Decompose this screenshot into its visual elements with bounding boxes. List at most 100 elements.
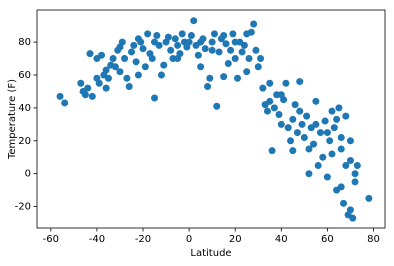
point <box>81 91 89 99</box>
point <box>167 46 175 54</box>
point <box>194 51 202 59</box>
point <box>310 140 318 148</box>
y-tick-label: -20 <box>15 202 31 213</box>
point <box>277 91 285 99</box>
point <box>109 55 117 63</box>
point <box>95 79 103 87</box>
point <box>151 94 159 102</box>
point <box>296 78 304 86</box>
point <box>151 38 159 46</box>
point <box>139 45 147 53</box>
y-tick-label: 80 <box>18 37 31 48</box>
point <box>171 35 179 43</box>
point <box>263 107 271 115</box>
point <box>127 48 135 56</box>
point <box>164 33 172 41</box>
point <box>231 38 239 46</box>
x-tick-label: -20 <box>135 234 151 245</box>
point <box>291 101 299 109</box>
point <box>349 214 357 222</box>
point <box>340 199 348 207</box>
point <box>116 68 124 76</box>
point <box>222 40 230 48</box>
point <box>197 38 205 46</box>
point <box>266 97 274 105</box>
point <box>303 112 311 120</box>
point <box>224 59 232 67</box>
point <box>275 110 283 118</box>
point <box>252 46 260 54</box>
y-axis-label: Temperature (F) <box>7 79 18 160</box>
point <box>61 99 69 107</box>
point <box>312 97 320 105</box>
point <box>240 41 248 49</box>
point <box>254 63 262 71</box>
point <box>243 30 251 38</box>
point <box>123 74 131 82</box>
y-tick-label: 40 <box>18 103 31 114</box>
x-axis-label: Latitude <box>190 248 231 259</box>
point <box>333 115 341 123</box>
point <box>208 46 216 54</box>
point <box>328 107 336 115</box>
point <box>250 20 258 28</box>
point <box>238 48 246 56</box>
y-tick-label: 60 <box>18 70 31 81</box>
point <box>346 206 354 214</box>
point <box>282 79 290 87</box>
point <box>351 178 359 186</box>
point <box>130 41 138 49</box>
point <box>206 74 214 82</box>
point <box>337 134 345 142</box>
point <box>141 63 149 71</box>
point <box>330 124 338 132</box>
point <box>266 79 274 87</box>
point <box>323 173 331 181</box>
point <box>284 124 292 132</box>
point <box>215 48 223 56</box>
point <box>178 30 186 38</box>
x-tick-label: 60 <box>321 234 334 245</box>
point <box>210 30 218 38</box>
point <box>197 63 205 71</box>
point <box>289 147 297 155</box>
point <box>153 32 161 40</box>
point <box>111 63 119 71</box>
x-tick-label: 20 <box>229 234 242 245</box>
x-tick-label: 40 <box>275 234 288 245</box>
point <box>323 129 331 137</box>
point <box>132 58 140 66</box>
point <box>257 55 265 63</box>
point <box>346 157 354 165</box>
point <box>337 145 345 153</box>
point <box>328 150 336 158</box>
point <box>346 137 354 145</box>
point <box>102 84 110 92</box>
point <box>86 50 94 58</box>
point <box>144 30 152 38</box>
point <box>77 79 85 87</box>
point <box>234 74 242 82</box>
point <box>342 161 350 169</box>
point <box>298 120 306 128</box>
point <box>93 55 101 63</box>
point <box>116 43 124 51</box>
point <box>319 153 327 161</box>
point <box>321 117 329 125</box>
point <box>245 55 253 63</box>
plot-frame <box>36 9 386 229</box>
point <box>137 38 145 46</box>
point <box>231 55 239 63</box>
point <box>312 120 320 128</box>
point <box>174 41 182 49</box>
point <box>227 46 235 54</box>
point <box>300 134 308 142</box>
point <box>296 107 304 115</box>
point <box>342 112 350 120</box>
point <box>201 45 209 53</box>
x-tick-label: 0 <box>186 234 192 245</box>
point <box>148 55 156 63</box>
point <box>337 183 345 191</box>
point <box>104 74 112 82</box>
